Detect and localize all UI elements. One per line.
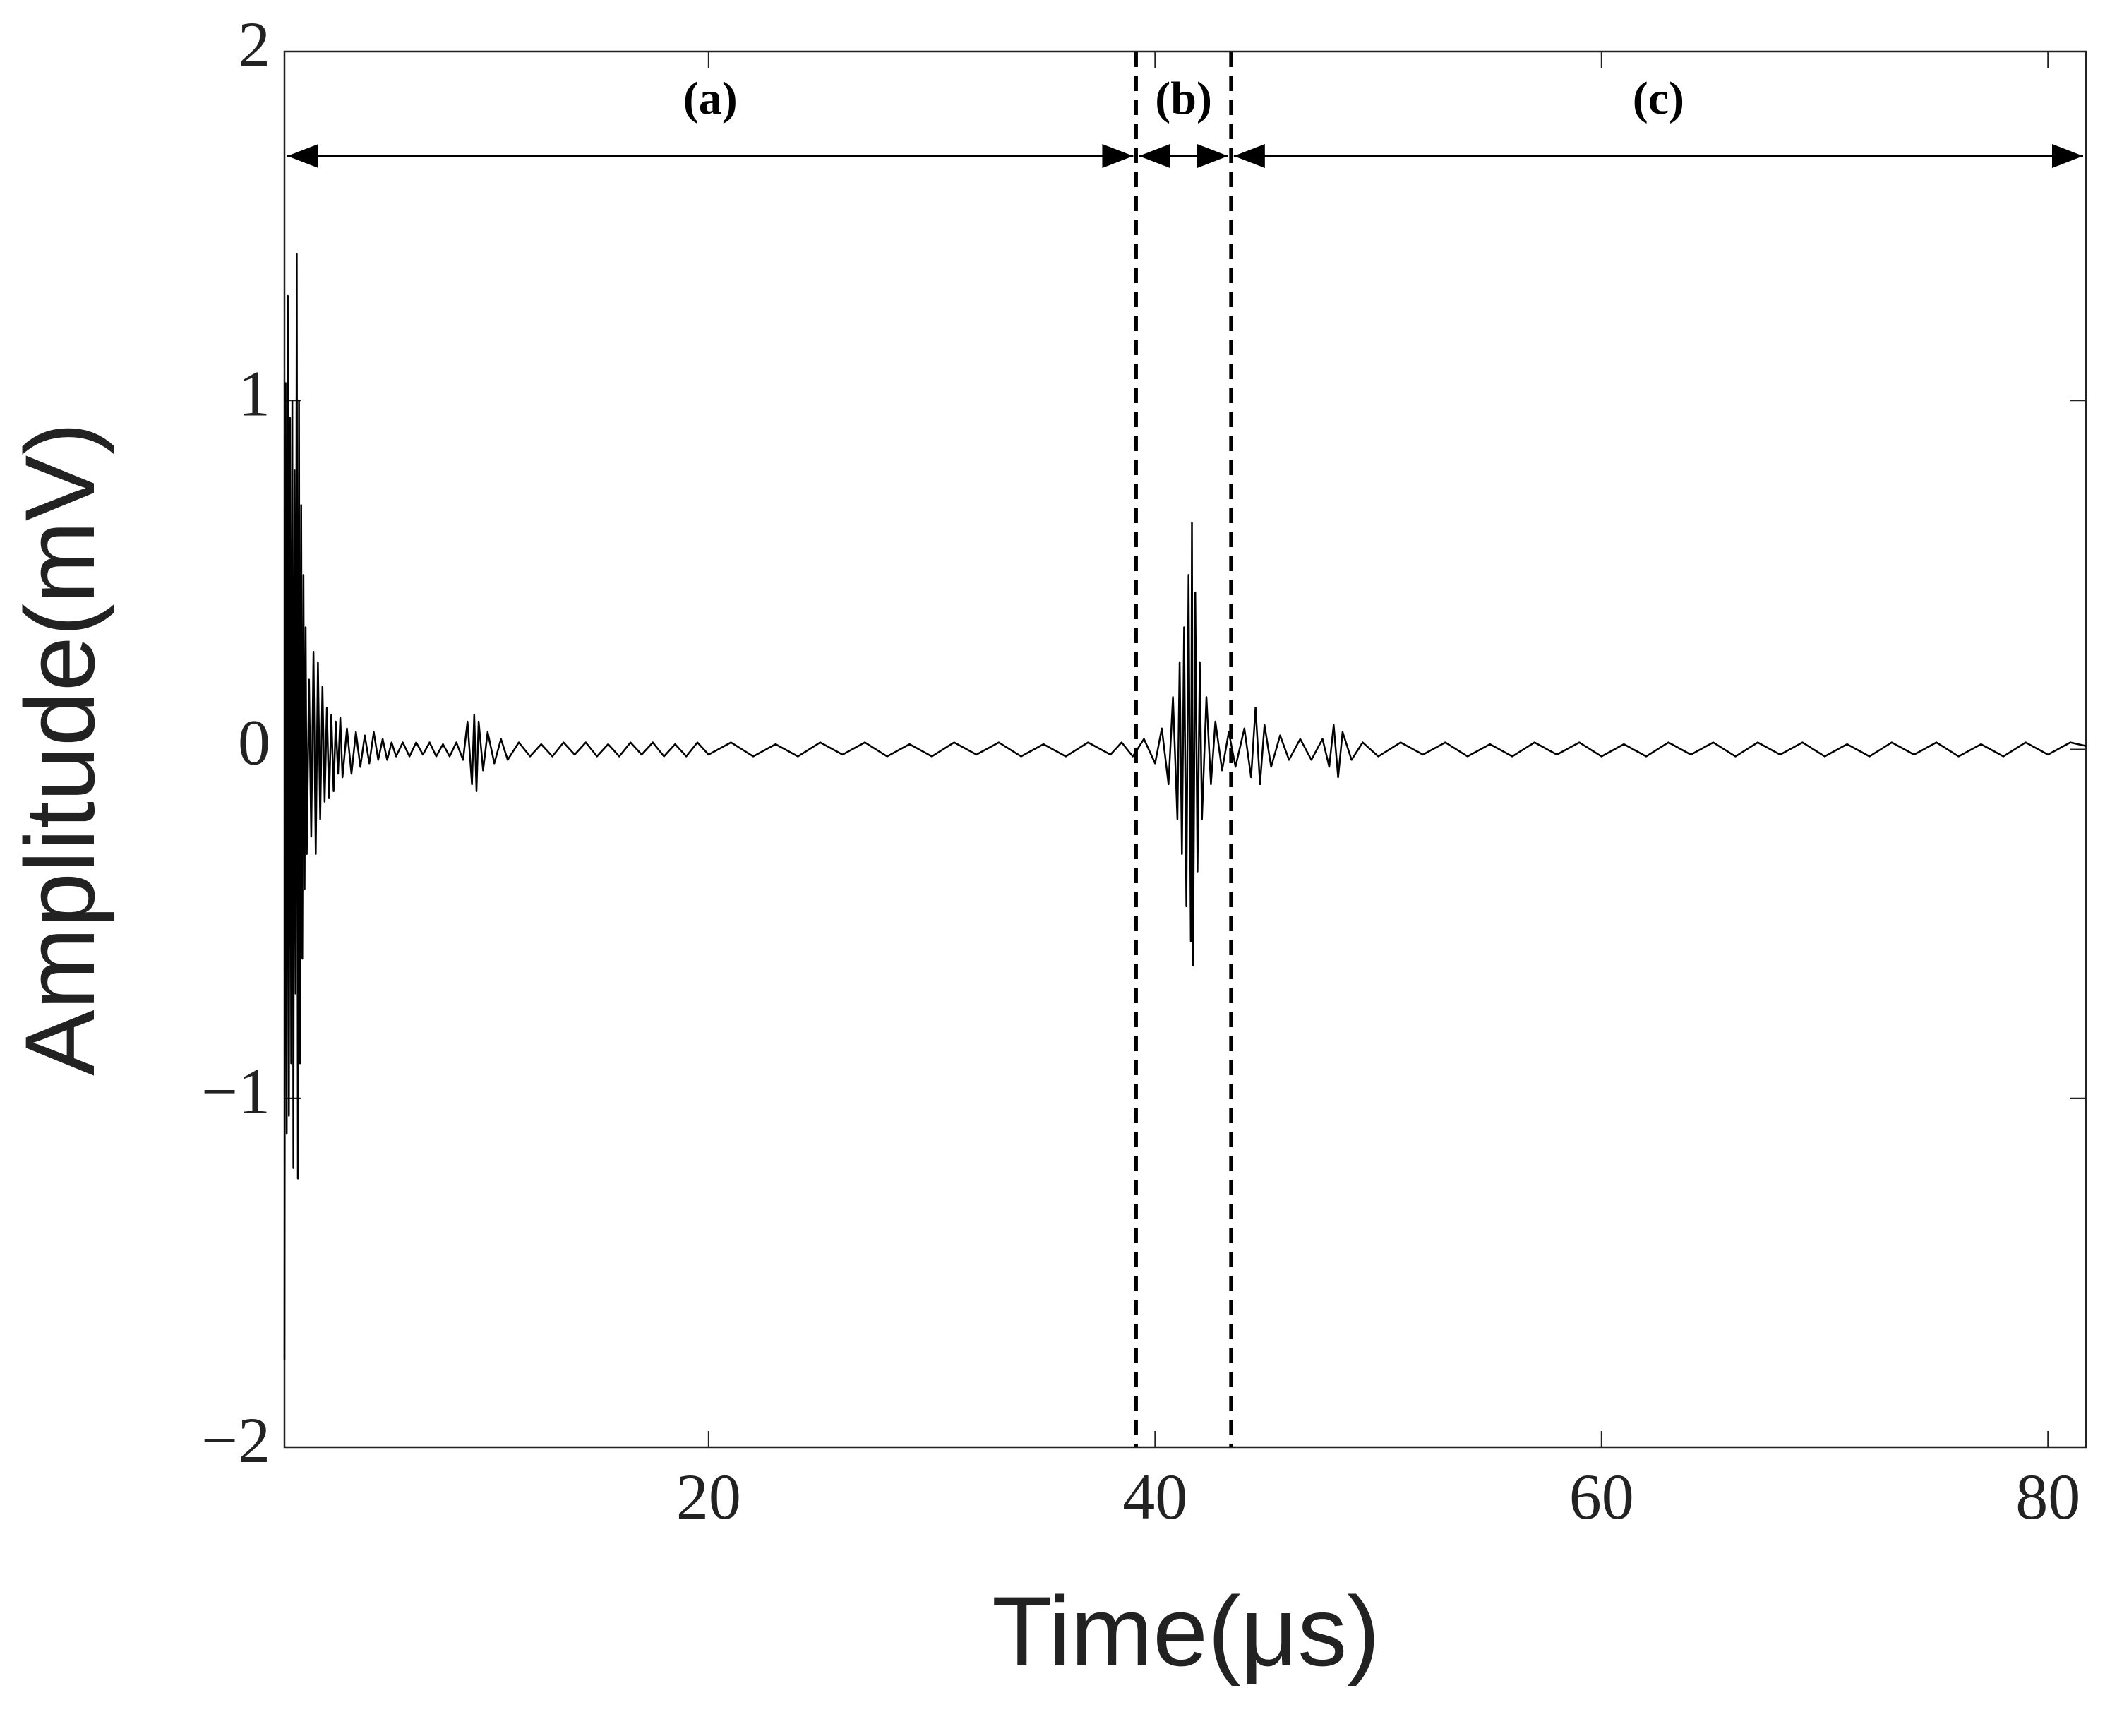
region-label: (a) (683, 73, 738, 124)
region-arrow-head (2052, 144, 2083, 168)
y-tick-label: 1 (238, 357, 270, 429)
x-tick-label: 20 (676, 1461, 741, 1533)
region-arrow-head (1139, 144, 1170, 168)
y-tick-label: −1 (201, 1055, 270, 1127)
x-tick-label: 60 (1569, 1461, 1634, 1533)
x-tick-label: 80 (2015, 1461, 2080, 1533)
y-axis-label: Amplitude(mV) (4, 422, 115, 1076)
x-tick-label: 40 (1122, 1461, 1187, 1533)
region-arrow-head (287, 144, 318, 168)
region-arrow-head (1102, 144, 1134, 168)
y-tick-label: 2 (238, 8, 270, 80)
region-arrow-head (1197, 144, 1228, 168)
region-label: (b) (1155, 73, 1212, 124)
y-tick-label: 0 (238, 707, 270, 779)
signal-line (283, 253, 2087, 1360)
y-tick-label: −2 (201, 1404, 270, 1476)
region-label: (c) (1633, 73, 1684, 124)
region-arrow-head (1233, 144, 1265, 168)
x-axis-label: Time(μs) (992, 1576, 1380, 1687)
